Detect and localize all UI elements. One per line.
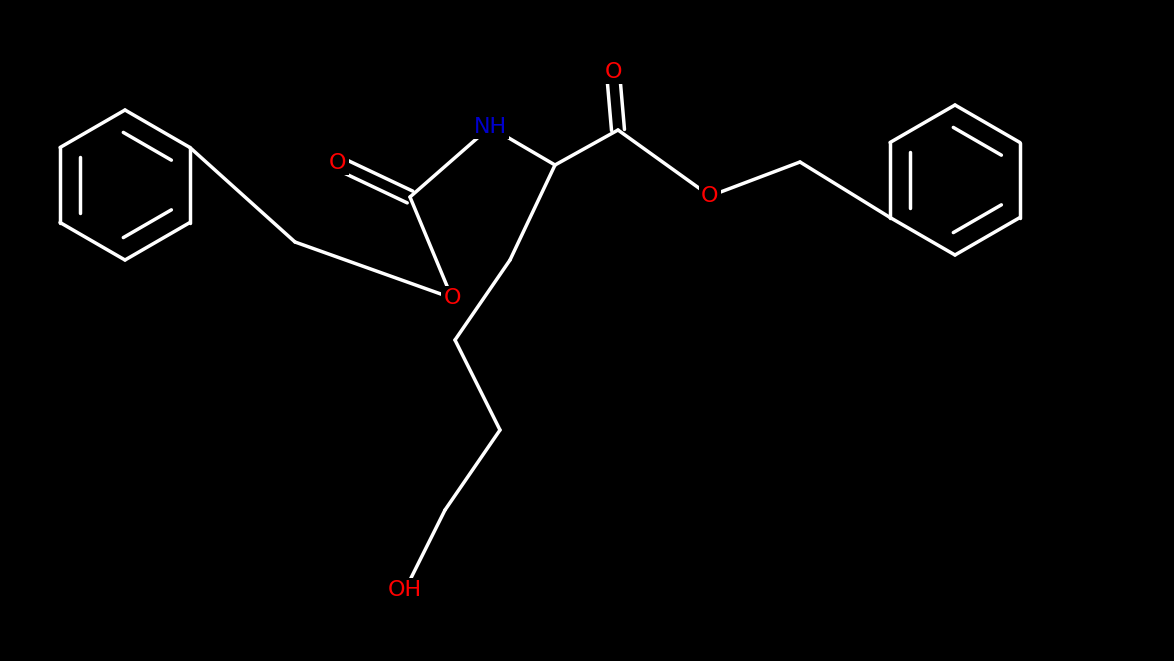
Text: NH: NH: [473, 117, 506, 137]
Text: O: O: [329, 153, 346, 173]
Text: O: O: [605, 62, 622, 82]
Text: O: O: [701, 186, 718, 206]
Text: OH: OH: [387, 580, 423, 600]
Text: O: O: [444, 288, 460, 308]
